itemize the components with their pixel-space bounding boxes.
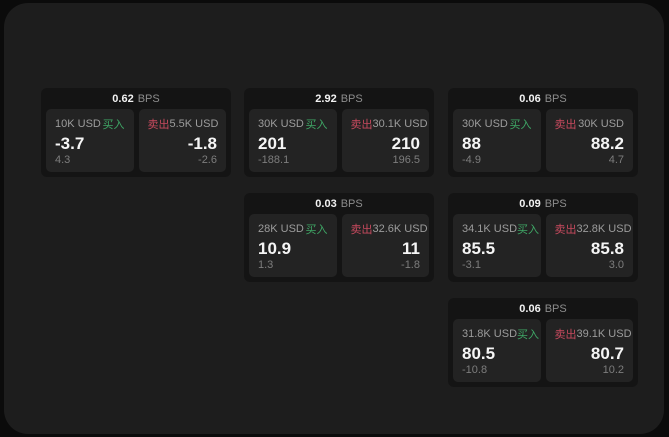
sell-side-label: 卖出	[554, 329, 577, 341]
trading-quotes-screen: 0.62 BPS 10K USD 买入 -3.7 4.3 卖出	[4, 3, 664, 434]
buy-side-label: 买入	[517, 329, 540, 341]
quote-card: 0.06 BPS 31.8K USD 买入 80.5 -10.8 卖	[448, 298, 638, 387]
sell-amount: 32.8K USD	[576, 223, 632, 235]
sell-amount: 30K USD	[578, 118, 624, 130]
bps-unit-label: BPS	[340, 197, 363, 210]
bps-unit-label: BPS	[137, 92, 160, 105]
quote-panels: 34.1K USD 买入 85.5 -3.1 卖出 32.8K USD 85.8…	[448, 214, 638, 282]
bps-value: 0.03	[315, 197, 337, 210]
buy-side-label: 买入	[305, 119, 328, 131]
bps-header: 0.06 BPS	[448, 298, 638, 319]
sell-price: -1.8	[187, 133, 217, 153]
buy-price: -3.7	[55, 133, 85, 153]
sell-panel[interactable]: 卖出 39.1K USD 80.7 10.2	[545, 319, 633, 382]
bps-header: 0.62 BPS	[41, 88, 231, 109]
sell-price: 80.7	[590, 343, 624, 363]
sell-delta: 196.5	[392, 154, 420, 166]
quote-card: 0.03 BPS 28K USD 买入 10.9 1.3 卖出	[244, 193, 434, 282]
buy-side-label: 买入	[305, 224, 328, 236]
buy-delta: -4.9	[462, 154, 481, 166]
buy-side-label: 买入	[517, 224, 540, 236]
buy-price: 85.5	[462, 238, 496, 258]
bps-value: 2.92	[315, 92, 337, 105]
bps-value: 0.06	[519, 92, 541, 105]
sell-delta: -2.6	[198, 154, 217, 166]
buy-amount: 34.1K USD	[462, 223, 518, 235]
sell-side-label: 卖出	[554, 224, 577, 236]
bps-value: 0.62	[112, 92, 134, 105]
sell-side-label: 卖出	[554, 119, 577, 131]
sell-amount: 5.5K USD	[169, 118, 219, 130]
sell-price: 210	[391, 133, 420, 153]
bps-value: 0.06	[519, 302, 541, 315]
bps-unit-label: BPS	[340, 92, 363, 105]
buy-delta: 4.3	[55, 154, 71, 166]
buy-panel[interactable]: 31.8K USD 买入 80.5 -10.8	[453, 319, 541, 382]
buy-amount: 30K USD	[258, 118, 304, 130]
buy-amount: 10K USD	[55, 118, 101, 130]
sell-delta: -1.8	[401, 259, 420, 271]
quote-card: 0.09 BPS 34.1K USD 买入 85.5 -3.1 卖出	[448, 193, 638, 282]
quote-panels: 30K USD 买入 88 -4.9 卖出 30K USD 88.2 4.7	[448, 109, 638, 177]
quote-card: 0.06 BPS 30K USD 买入 88 -4.9 卖出	[448, 88, 638, 177]
sell-amount: 32.6K USD	[372, 223, 428, 235]
buy-price: 10.9	[258, 238, 292, 258]
buy-amount: 30K USD	[462, 118, 508, 130]
buy-amount: 28K USD	[258, 223, 304, 235]
buy-panel[interactable]: 10K USD 买入 -3.7 4.3	[46, 109, 134, 172]
quote-panels: 31.8K USD 买入 80.5 -10.8 卖出 39.1K USD 80.…	[448, 319, 638, 387]
sell-delta: 10.2	[602, 364, 624, 376]
buy-price: 80.5	[462, 343, 496, 363]
sell-price: 85.8	[590, 238, 624, 258]
buy-amount: 31.8K USD	[462, 328, 518, 340]
quote-card: 0.62 BPS 10K USD 买入 -3.7 4.3 卖出	[41, 88, 231, 177]
sell-panel[interactable]: 卖出 30.1K USD 210 196.5	[341, 109, 429, 172]
buy-panel[interactable]: 28K USD 买入 10.9 1.3	[249, 214, 337, 277]
buy-panel[interactable]: 30K USD 买入 201 -188.1	[249, 109, 337, 172]
sell-amount: 30.1K USD	[372, 118, 428, 130]
bps-unit-label: BPS	[544, 92, 567, 105]
buy-delta: -3.1	[462, 259, 481, 271]
quote-panels: 28K USD 买入 10.9 1.3 卖出 32.6K USD 11 -1.8	[244, 214, 434, 282]
sell-amount: 39.1K USD	[576, 328, 632, 340]
buy-delta: -10.8	[462, 364, 488, 376]
sell-delta: 4.7	[608, 154, 624, 166]
quote-panels: 30K USD 买入 201 -188.1 卖出 30.1K USD 210 1…	[244, 109, 434, 177]
sell-panel[interactable]: 卖出 32.6K USD 11 -1.8	[341, 214, 429, 277]
sell-side-label: 卖出	[350, 224, 373, 236]
sell-panel[interactable]: 卖出 32.8K USD 85.8 3.0	[545, 214, 633, 277]
buy-panel[interactable]: 34.1K USD 买入 85.5 -3.1	[453, 214, 541, 277]
sell-price: 88.2	[590, 133, 624, 153]
bps-header: 0.09 BPS	[448, 193, 638, 214]
bps-header: 0.06 BPS	[448, 88, 638, 109]
sell-panel[interactable]: 卖出 30K USD 88.2 4.7	[545, 109, 633, 172]
bps-header: 0.03 BPS	[244, 193, 434, 214]
bps-unit-label: BPS	[544, 197, 567, 210]
buy-delta: 1.3	[258, 259, 274, 271]
buy-price: 88	[462, 133, 481, 153]
buy-delta: -188.1	[258, 154, 290, 166]
buy-panel[interactable]: 30K USD 买入 88 -4.9	[453, 109, 541, 172]
bps-unit-label: BPS	[544, 302, 567, 315]
sell-price: 11	[402, 238, 420, 258]
sell-side-label: 卖出	[147, 119, 170, 131]
quote-panels: 10K USD 买入 -3.7 4.3 卖出 5.5K USD -1.8 -2.…	[41, 109, 231, 177]
sell-side-label: 卖出	[350, 119, 373, 131]
bps-value: 0.09	[519, 197, 541, 210]
buy-price: 201	[258, 133, 287, 153]
sell-panel[interactable]: 卖出 5.5K USD -1.8 -2.6	[138, 109, 226, 172]
buy-side-label: 买入	[102, 119, 125, 131]
sell-delta: 3.0	[608, 259, 624, 271]
buy-side-label: 买入	[509, 119, 532, 131]
bps-header: 2.92 BPS	[244, 88, 434, 109]
quote-card: 2.92 BPS 30K USD 买入 201 -188.1 卖出	[244, 88, 434, 177]
